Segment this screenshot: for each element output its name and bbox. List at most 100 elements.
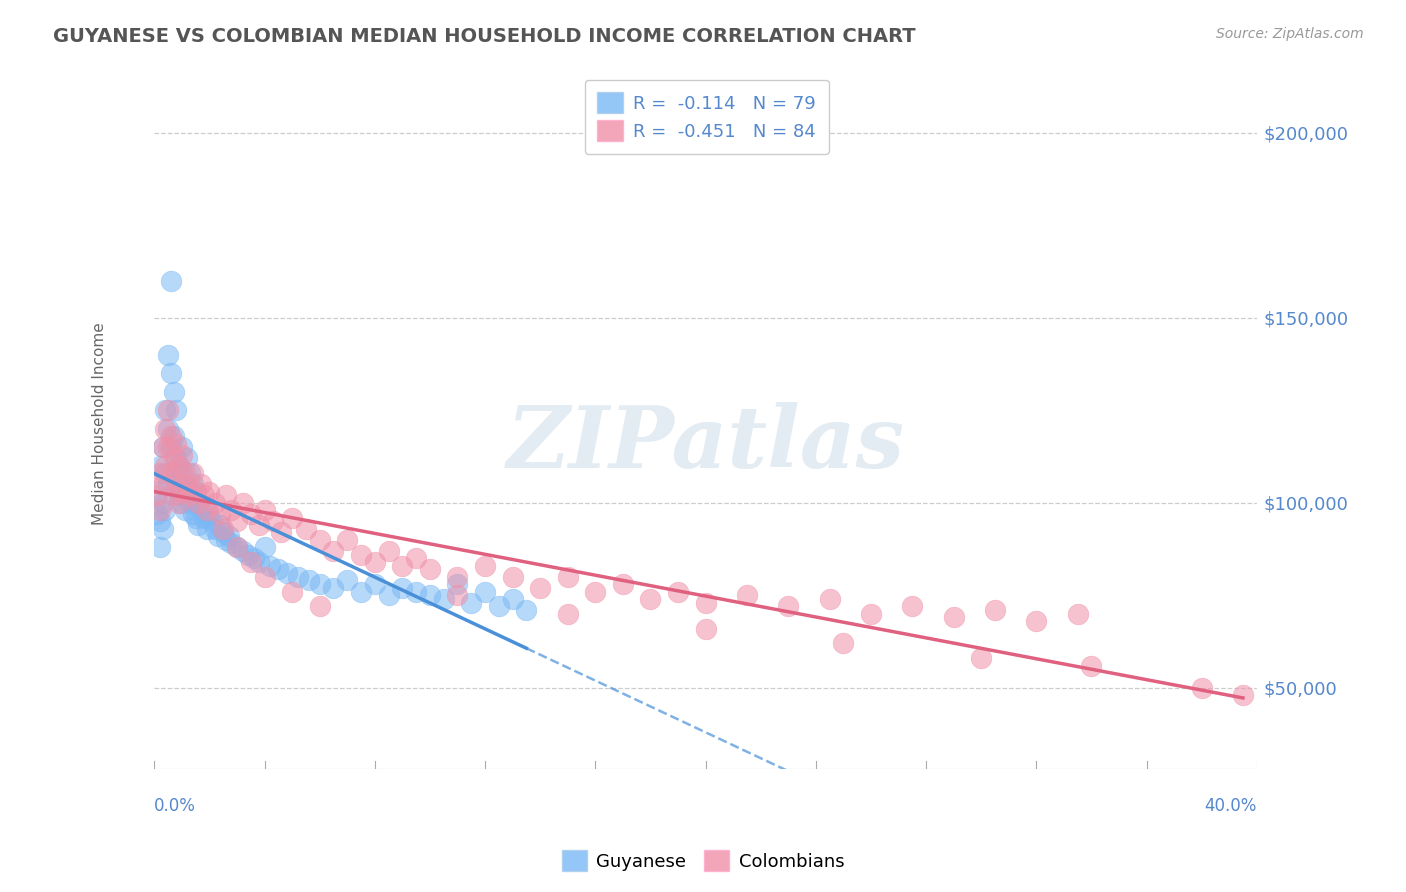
Point <box>155 422 177 436</box>
Point <box>165 403 187 417</box>
Point <box>336 574 359 588</box>
Point <box>433 591 456 606</box>
Point <box>460 596 482 610</box>
Point <box>184 484 207 499</box>
Point <box>666 584 689 599</box>
Point <box>446 588 468 602</box>
Point <box>149 503 172 517</box>
Text: 40.0%: 40.0% <box>1205 797 1257 814</box>
Point <box>221 503 243 517</box>
Legend: Guyanese, Colombians: Guyanese, Colombians <box>554 843 852 879</box>
Point <box>419 588 441 602</box>
Point <box>181 466 204 480</box>
Point <box>149 514 172 528</box>
Point <box>157 422 180 436</box>
Point <box>253 503 276 517</box>
Point <box>160 466 183 480</box>
Point <box>901 599 924 614</box>
Point <box>209 507 232 521</box>
Point <box>419 562 441 576</box>
Point <box>239 555 262 569</box>
Point <box>198 507 221 521</box>
Point <box>162 451 184 466</box>
Point <box>984 603 1007 617</box>
Point <box>529 581 551 595</box>
Point <box>170 496 193 510</box>
Point <box>308 599 330 614</box>
Point <box>157 477 180 491</box>
Point <box>226 540 249 554</box>
Point <box>187 496 209 510</box>
Point <box>155 403 177 417</box>
Point <box>184 484 207 499</box>
Point <box>502 570 524 584</box>
Point <box>247 555 270 569</box>
Point <box>308 533 330 547</box>
Point <box>176 451 198 466</box>
Point <box>179 496 201 510</box>
Point <box>160 367 183 381</box>
Point <box>218 529 240 543</box>
Point <box>236 548 259 562</box>
Point <box>209 518 232 533</box>
Point <box>195 522 218 536</box>
Point <box>193 510 215 524</box>
Point <box>149 458 172 473</box>
Point <box>204 522 226 536</box>
Point <box>942 610 965 624</box>
Point <box>818 591 841 606</box>
Point <box>212 525 235 540</box>
Point <box>165 477 187 491</box>
Point <box>391 558 413 573</box>
Point <box>173 503 195 517</box>
Point <box>640 591 662 606</box>
Point <box>557 570 579 584</box>
Point <box>1080 658 1102 673</box>
Point <box>215 533 238 547</box>
Text: 0.0%: 0.0% <box>155 797 197 814</box>
Point <box>832 636 855 650</box>
Point <box>322 544 344 558</box>
Text: Median Household Income: Median Household Income <box>91 322 107 524</box>
Point <box>165 451 187 466</box>
Point <box>155 503 177 517</box>
Legend: R =  -0.114   N = 79, R =  -0.451   N = 84: R = -0.114 N = 79, R = -0.451 N = 84 <box>585 79 828 153</box>
Point <box>149 540 172 554</box>
Point <box>226 540 249 554</box>
Point <box>157 403 180 417</box>
Point <box>157 348 180 362</box>
Point <box>152 440 174 454</box>
Point <box>152 477 174 491</box>
Point <box>276 566 298 580</box>
Point <box>239 507 262 521</box>
Point <box>364 577 387 591</box>
Point <box>287 570 309 584</box>
Point <box>231 544 253 558</box>
Point <box>1025 614 1047 628</box>
Point <box>167 496 190 510</box>
Point <box>350 548 373 562</box>
Point <box>181 477 204 491</box>
Point <box>146 488 169 502</box>
Point <box>515 603 537 617</box>
Point <box>350 584 373 599</box>
Point <box>377 588 399 602</box>
Point <box>215 488 238 502</box>
Point <box>970 651 993 665</box>
Point <box>152 496 174 510</box>
Point <box>557 607 579 621</box>
Point <box>474 558 496 573</box>
Point <box>170 466 193 480</box>
Point <box>170 484 193 499</box>
Point <box>160 274 183 288</box>
Point <box>405 551 427 566</box>
Point <box>502 591 524 606</box>
Point <box>162 384 184 399</box>
Point <box>190 477 212 491</box>
Point <box>160 429 183 443</box>
Point <box>259 558 281 573</box>
Point <box>281 510 304 524</box>
Point <box>270 525 292 540</box>
Point <box>179 488 201 502</box>
Point <box>281 584 304 599</box>
